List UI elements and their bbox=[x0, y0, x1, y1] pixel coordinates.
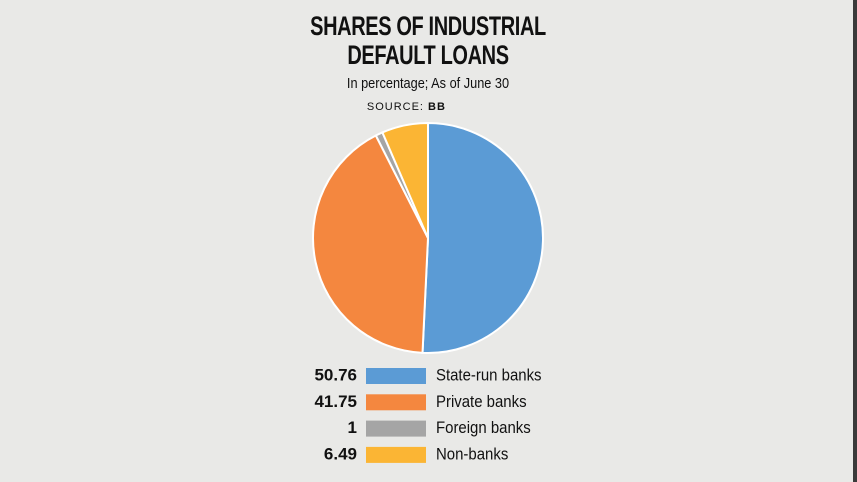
edge bbox=[853, 0, 857, 482]
value-label: 41.75 bbox=[314, 392, 357, 411]
legend-swatch bbox=[366, 394, 426, 411]
source-label: SOURCE: bbox=[367, 101, 424, 113]
value-label: 1 bbox=[348, 418, 357, 437]
chart-title: SHARES OF INDUSTRIAL DEFAULT LOANS bbox=[310, 11, 546, 70]
value-label: 6.49 bbox=[324, 444, 357, 463]
legend-swatch bbox=[366, 446, 426, 463]
legend-swatch bbox=[366, 368, 426, 384]
value-label: 50.76 bbox=[314, 365, 357, 384]
legend-label: Foreign banks bbox=[436, 419, 531, 437]
legend-label: Non-banks bbox=[436, 446, 508, 464]
source: BB bbox=[428, 101, 446, 113]
chart-subtitle: In percentage; As of June 30 bbox=[347, 74, 509, 91]
legend-swatch bbox=[366, 420, 426, 437]
pie-slice bbox=[312, 134, 430, 354]
legend-label: State-run banks bbox=[436, 367, 542, 385]
pie-slice bbox=[421, 121, 544, 354]
legend-label: Private banks bbox=[436, 393, 527, 411]
pie-slice bbox=[381, 121, 429, 239]
